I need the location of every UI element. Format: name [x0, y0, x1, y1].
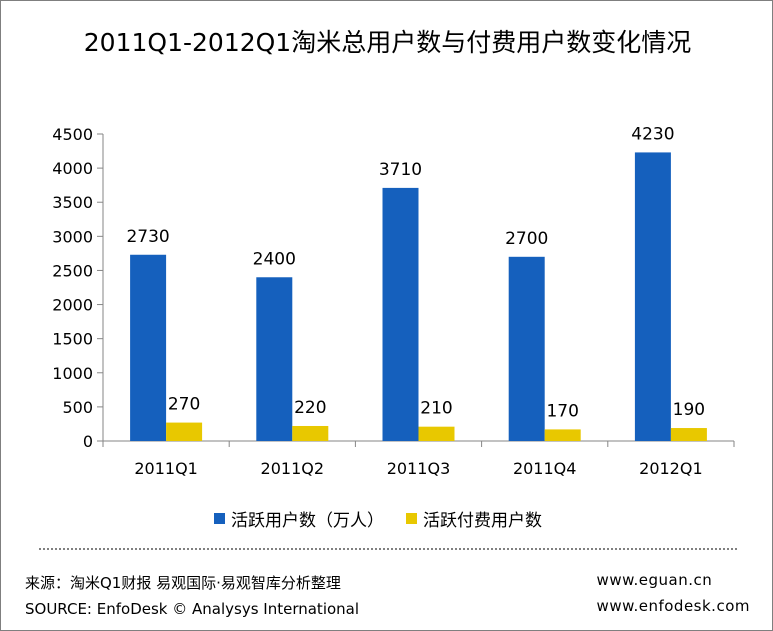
y-tick-label-1000: 1000: [52, 364, 93, 383]
bar-active-users-2012Q1: [634, 152, 671, 442]
bar-paying-users-2011Q3: [418, 426, 455, 441]
chart-title: 2011Q1-2012Q1淘米总用户数与付费用户数变化情况: [83, 28, 692, 57]
chart-legend: 活跃用户数（万人） 活跃付费用户数: [214, 506, 564, 531]
data-label-active-users-2011Q2: 2400: [253, 249, 296, 269]
data-label-paying-users-2012Q1: 190: [673, 400, 705, 420]
data-label-active-users-2011Q4: 2700: [505, 229, 548, 249]
x-tick-label-2011Q1: 2011Q1: [134, 459, 198, 478]
bar-active-users-2011Q1: [130, 254, 167, 441]
legend-item-paying-users: 活跃付费用户数: [406, 506, 542, 531]
x-tick-label-2011Q4: 2011Q4: [513, 459, 577, 478]
data-label-paying-users-2011Q2: 220: [294, 398, 326, 418]
bar-paying-users-2012Q1: [670, 428, 707, 441]
y-tick-label-4500: 4500: [52, 125, 93, 144]
bar-chart: 0 500 1000 1500 2000 2500 3000 3500 4000 4500 2011…: [52, 124, 735, 478]
footer-divider: [39, 548, 737, 550]
footer-sites: www.eguan.cn www.enfodesk.com: [597, 567, 750, 619]
site-eguan: www.eguan.cn: [596, 571, 713, 589]
legend-item-active-users: 活跃用户数（万人）: [214, 506, 384, 531]
data-label-active-users-2011Q1: 2730: [126, 227, 169, 247]
y-tick-label-1500: 1500: [52, 330, 93, 349]
legend-label-active-users: 活跃用户数（万人）: [231, 511, 384, 531]
y-tick-label-4000: 4000: [52, 159, 93, 178]
bar-paying-users-2011Q1: [166, 422, 203, 441]
data-label-paying-users-2011Q3: 210: [420, 399, 452, 419]
data-label-paying-users-2011Q4: 170: [546, 401, 578, 421]
bar-paying-users-2011Q4: [544, 429, 581, 441]
legend-label-paying-users: 活跃付费用户数: [423, 511, 542, 531]
legend-swatch-paying-users: [406, 513, 417, 524]
bar-active-users-2011Q4: [508, 256, 545, 441]
y-tick-label-0: 0: [83, 432, 93, 451]
legend-swatch-active-users: [214, 513, 225, 524]
bar-paying-users-2011Q2: [292, 425, 329, 441]
x-tick-label-2011Q2: 2011Q2: [261, 459, 325, 478]
y-tick-label-2500: 2500: [52, 261, 93, 280]
data-label-active-users-2012Q1: 4230: [631, 124, 674, 144]
x-tick-label-2011Q3: 2011Q3: [387, 459, 451, 478]
data-label-paying-users-2011Q1: 270: [168, 395, 200, 415]
source-en: SOURCE: EnfoDesk © Analysys Internationa…: [25, 600, 360, 618]
y-tick-label-2000: 2000: [52, 296, 93, 315]
y-tick-label-3500: 3500: [52, 193, 93, 212]
y-tick-label-500: 500: [62, 398, 93, 417]
x-tick-label-2012Q1: 2012Q1: [639, 459, 703, 478]
data-label-active-users-2011Q3: 3710: [379, 160, 422, 180]
bar-active-users-2011Q2: [256, 277, 293, 441]
y-tick-label-3000: 3000: [52, 227, 93, 246]
source-cn: 来源：淘米Q1财报 易观国际·易观智库分析整理: [25, 574, 341, 592]
bar-active-users-2011Q3: [382, 187, 419, 441]
footer-source: 来源：淘米Q1财报 易观国际·易观智库分析整理 SOURCE: EnfoDesk…: [25, 570, 359, 622]
site-enfodesk: www.enfodesk.com: [596, 597, 750, 615]
